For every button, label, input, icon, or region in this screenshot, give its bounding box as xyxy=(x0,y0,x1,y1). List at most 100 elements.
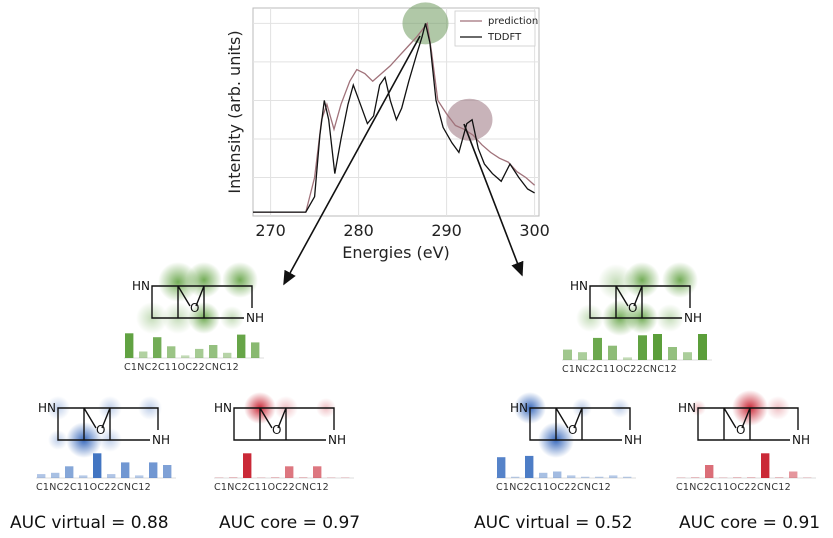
attribution-bar xyxy=(313,466,322,478)
hn-label: HN xyxy=(214,401,232,415)
hn-label: HN xyxy=(678,401,696,415)
attribution-bar xyxy=(677,477,686,478)
attribution-bar xyxy=(125,333,134,358)
attribution-bars: C1NC2C11OC22CNC12 xyxy=(36,453,176,493)
attribution-bar xyxy=(595,476,604,478)
molecule-panels: HN O NH C1NC2C11OC22CNC12 HN O NH C1NC2C11OC22C… xyxy=(36,262,816,493)
attribution-bar xyxy=(691,477,700,478)
attribution-bar xyxy=(285,466,294,478)
attribution-bars: C1NC2C11OC22CNC12 xyxy=(124,333,264,373)
attribution-bar xyxy=(668,347,677,360)
attribution-bar xyxy=(567,475,576,478)
attribution-bar xyxy=(167,346,176,358)
attribution-bar xyxy=(803,477,812,478)
attribution-bar xyxy=(153,337,162,358)
hn-label: HN xyxy=(570,279,588,293)
right-virtual-auc: AUC virtual = 0.52 xyxy=(474,513,633,533)
oxygen-label: O xyxy=(736,423,745,437)
series-lines xyxy=(253,21,536,213)
bar-axis-labels: C1NC2C11OC22CNC12 xyxy=(36,482,151,493)
attribution-bar xyxy=(623,476,632,478)
attribution-bars: C1NC2C11OC22CNC12 xyxy=(214,453,354,493)
attribution-bar xyxy=(775,477,784,478)
attribution-bar xyxy=(195,348,204,358)
attribution-bar xyxy=(341,477,350,478)
nh-label: NH xyxy=(792,433,810,447)
peak-arrows xyxy=(283,35,524,286)
attribution-bars: C1NC2C11OC22CNC12 xyxy=(676,453,816,493)
molecule-bonds xyxy=(233,407,335,441)
oxygen-label: O xyxy=(190,301,199,315)
molecule-structure: HN O NH xyxy=(510,392,642,458)
attribution-bar xyxy=(65,466,74,478)
attribution-glow xyxy=(222,262,258,298)
bar-axis-labels: C1NC2C11OC22CNC12 xyxy=(676,482,791,493)
nh-label: NH xyxy=(246,311,264,325)
attribution-bar xyxy=(107,474,116,478)
attribution-bar xyxy=(761,453,770,478)
x-tick-label: 300 xyxy=(519,221,550,240)
attribution-glow xyxy=(662,262,698,298)
attribution-bar xyxy=(563,349,572,360)
left-virtual-auc: AUC virtual = 0.88 xyxy=(10,513,169,533)
nh-label: NH xyxy=(328,433,346,447)
x-tick-labels: 270 280 290 300 xyxy=(255,221,550,240)
attribution-bar xyxy=(789,471,798,478)
attribution-bar xyxy=(243,453,252,478)
attribution-bar xyxy=(149,462,158,478)
x-tick-label: 270 xyxy=(255,221,286,240)
molecule-bonds xyxy=(589,285,691,319)
attribution-bar xyxy=(747,477,756,478)
molecule-structure: HN O NH xyxy=(38,396,170,458)
molecule-bonds xyxy=(151,285,253,319)
x-tick-label: 290 xyxy=(431,221,462,240)
spectrum-chart: 270 280 290 300 Energies (eV) Intensity (ar… xyxy=(225,2,550,262)
attribution-bar xyxy=(223,352,232,358)
arrow-to-right-panel xyxy=(463,123,524,277)
attribution-bar xyxy=(271,477,280,478)
hn-label: HN xyxy=(38,401,56,415)
attribution-bars: C1NC2C11OC22CNC12 xyxy=(562,334,712,375)
attribution-bar xyxy=(553,471,562,478)
attribution-bar xyxy=(51,472,60,478)
legend-label-prediction: prediction xyxy=(488,16,538,27)
attribution-bar xyxy=(251,342,260,358)
attribution-bar xyxy=(608,345,617,360)
attribution-bar xyxy=(705,465,714,478)
oxygen-label: O xyxy=(272,423,281,437)
attribution-bar xyxy=(581,476,590,478)
arrow-to-left-panel xyxy=(283,35,421,286)
y-axis-label: Intensity (arb. units) xyxy=(225,30,244,193)
bar-axis-labels: C1NC2C11OC22CNC12 xyxy=(496,482,611,493)
molecule-bonds xyxy=(697,407,799,441)
attribution-bar xyxy=(229,477,238,478)
peak-highlight-circle xyxy=(446,98,493,141)
molecule-structure: HN O NH xyxy=(214,392,346,447)
attribution-bar xyxy=(653,334,662,360)
attribution-bar xyxy=(139,351,148,358)
attribution-bar xyxy=(683,352,692,360)
series-line-prediction xyxy=(253,21,536,213)
hn-label: HN xyxy=(510,401,528,415)
oxygen-label: O xyxy=(568,423,577,437)
nh-label: NH xyxy=(684,311,702,325)
nh-label: NH xyxy=(152,433,170,447)
bar-axis-labels: C1NC2C11OC22CNC12 xyxy=(214,482,329,493)
attribution-bar xyxy=(79,475,88,478)
attribution-bar xyxy=(257,477,266,478)
attribution-bar xyxy=(623,357,632,360)
molecule-bonds xyxy=(57,407,159,441)
attribution-bar xyxy=(539,472,548,478)
attribution-bar xyxy=(299,477,308,478)
nh-label: NH xyxy=(624,433,642,447)
attribution-glow xyxy=(624,262,660,298)
right-core-auc: AUC core = 0.91 xyxy=(679,513,820,533)
attribution-glow xyxy=(186,262,222,298)
attribution-bar xyxy=(733,477,742,478)
legend-box xyxy=(454,10,536,47)
left-core-auc: AUC core = 0.97 xyxy=(219,513,360,533)
attribution-bar xyxy=(593,337,602,360)
attribution-bar xyxy=(37,474,46,478)
attribution-bar xyxy=(511,476,520,478)
